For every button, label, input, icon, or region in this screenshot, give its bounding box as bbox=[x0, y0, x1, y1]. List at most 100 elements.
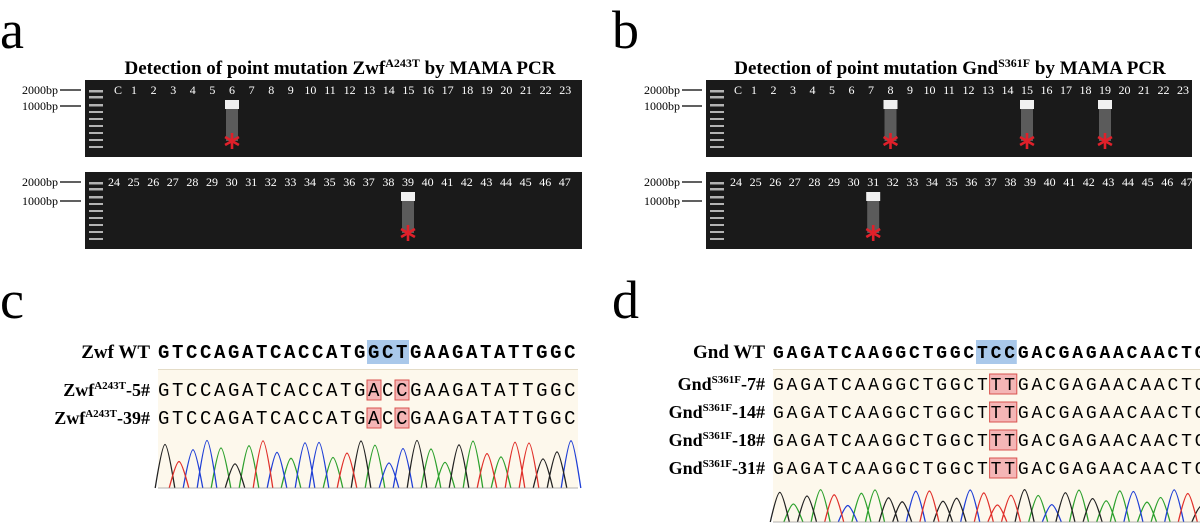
lane-label: 43 bbox=[480, 175, 492, 189]
star-marker bbox=[882, 133, 899, 149]
sample-name: Gnd bbox=[669, 430, 703, 450]
pcr-smear bbox=[867, 201, 880, 233]
lane-label: 45 bbox=[1142, 175, 1154, 189]
pcr-band bbox=[225, 100, 239, 109]
lane-label: 30 bbox=[848, 175, 860, 189]
sample-suffix: -18# bbox=[732, 430, 765, 450]
lane-label: 44 bbox=[500, 175, 512, 189]
sequence-part: GAAGATATTGGC bbox=[410, 380, 578, 402]
marker-label: 1000bp bbox=[644, 99, 680, 113]
sequence-part: GAAGATATTGGC bbox=[410, 408, 578, 430]
star-stroke bbox=[224, 135, 240, 147]
lane-label: 6 bbox=[849, 83, 855, 97]
panel-letter: d bbox=[612, 270, 639, 330]
lane-label: 24 bbox=[730, 175, 742, 189]
star-marker bbox=[1097, 133, 1113, 149]
sequence-part: A bbox=[368, 408, 382, 430]
lane-label: 18 bbox=[461, 83, 473, 97]
star-marker bbox=[224, 133, 240, 149]
sample-superscript: A243T bbox=[85, 408, 117, 420]
lane-label: 42 bbox=[461, 175, 473, 189]
lane-label: 8 bbox=[268, 83, 274, 97]
ladder-band bbox=[89, 118, 103, 120]
panel-letter: b bbox=[612, 0, 639, 60]
ladder-band bbox=[710, 231, 724, 233]
pcr-smear bbox=[402, 201, 414, 233]
pcr-band bbox=[1020, 100, 1034, 109]
ladder-band bbox=[710, 146, 724, 148]
title-text: by MAMA PCR bbox=[1030, 58, 1166, 79]
sample-label: GndS361F-18# bbox=[669, 430, 765, 450]
sequence: GAGATCAAGGCTGGCTTTGACGAGAACAACTGG bbox=[773, 432, 1200, 452]
pcr-smear bbox=[1021, 109, 1033, 141]
sequence: GTCCAGATCACCATGACCGAAGATATTGGC bbox=[158, 380, 578, 402]
title-text: Detection of point mutation Gnd bbox=[734, 58, 998, 79]
lane-label: 2 bbox=[771, 83, 777, 97]
ladder-band bbox=[710, 90, 724, 93]
title-text: by MAMA PCR bbox=[420, 58, 556, 79]
ladder-band bbox=[89, 90, 103, 93]
lane-label: 31 bbox=[245, 175, 257, 189]
lane-label: 9 bbox=[907, 83, 913, 97]
sample-label: GndS361F-14# bbox=[669, 402, 765, 422]
trace bbox=[182, 439, 582, 489]
star-stroke bbox=[865, 227, 881, 239]
lane-label: 38 bbox=[1004, 175, 1016, 189]
lane-label: 40 bbox=[1044, 175, 1056, 189]
ladder-band bbox=[89, 224, 103, 226]
lane-label: 31 bbox=[867, 175, 879, 189]
lane-label: 29 bbox=[206, 175, 218, 189]
lane-label: 36 bbox=[965, 175, 977, 189]
ladder-band bbox=[710, 132, 724, 134]
sequence-part: GAGATCAAGGCTGGCT bbox=[773, 432, 991, 452]
lane-label: 24 bbox=[108, 175, 120, 189]
ladder-band bbox=[89, 96, 103, 99]
lane-label: 38 bbox=[382, 175, 394, 189]
gel-image bbox=[706, 172, 1192, 249]
lane-label: 20 bbox=[500, 83, 512, 97]
lane-label: 13 bbox=[982, 83, 994, 97]
sample-superscript: S361F bbox=[712, 374, 742, 386]
mutation-highlight bbox=[989, 401, 1018, 423]
lane-label: 14 bbox=[1002, 83, 1014, 97]
lane-label: 12 bbox=[344, 83, 356, 97]
sequence-part: C bbox=[382, 408, 396, 430]
lane-label: 43 bbox=[1102, 175, 1114, 189]
ladder-band bbox=[710, 111, 724, 113]
mutation-highlight bbox=[366, 379, 382, 401]
lane-label: 45 bbox=[520, 175, 532, 189]
lane-label: 41 bbox=[1063, 175, 1075, 189]
lane-label: 40 bbox=[422, 175, 434, 189]
marker-label: 2000bp bbox=[22, 175, 58, 189]
ladder-band bbox=[89, 104, 103, 107]
lane-label: 15 bbox=[1021, 83, 1033, 97]
sample-suffix: -5# bbox=[126, 380, 150, 400]
sample-suffix: -7# bbox=[741, 374, 765, 394]
lane-label: 3 bbox=[790, 83, 796, 97]
ladder-band bbox=[710, 118, 724, 120]
lane-label: 3 bbox=[170, 83, 176, 97]
ladder-band bbox=[710, 125, 724, 127]
lane-label: 39 bbox=[402, 175, 414, 189]
sequence-part: GACGAGAACAACTGG bbox=[1018, 404, 1200, 424]
sample-label: ZwfA243T-5# bbox=[63, 380, 150, 400]
lane-label: 1 bbox=[131, 83, 137, 97]
lane-label: 23 bbox=[559, 83, 571, 97]
lane-label: 42 bbox=[1083, 175, 1095, 189]
sample-label: ZwfA243T-39# bbox=[54, 408, 150, 428]
sample-suffix: -31# bbox=[732, 458, 765, 478]
ladder-band bbox=[89, 111, 103, 113]
sample-superscript: A243T bbox=[94, 380, 126, 392]
lane-label: 27 bbox=[167, 175, 179, 189]
pcr-smear bbox=[884, 109, 897, 141]
lane-label: 34 bbox=[304, 175, 316, 189]
lane-label: 26 bbox=[147, 175, 159, 189]
sequence-part: GTCCAGATCACCATG bbox=[158, 342, 368, 364]
marker-label: 1000bp bbox=[22, 99, 58, 113]
lane-label: 18 bbox=[1080, 83, 1092, 97]
pcr-band bbox=[401, 192, 415, 201]
ladder-band bbox=[89, 146, 103, 148]
sequence-part: GAGATCAAGGCTGGCT bbox=[773, 460, 991, 480]
lane-label: C bbox=[734, 83, 742, 97]
